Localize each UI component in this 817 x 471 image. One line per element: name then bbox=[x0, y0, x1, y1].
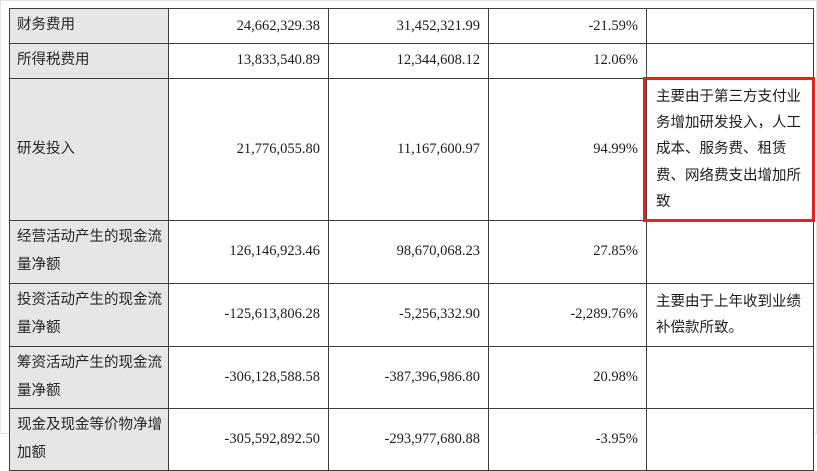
table-row-suodeshui: 所得税费用 13,833,540.89 12,344,608.12 12.06% bbox=[9, 43, 814, 79]
table-row-touzi-xianjinliu: 投资活动产生的现金流量净额 -125,613,806.28 -5,256,332… bbox=[9, 282, 814, 348]
previous-amount-cell: -5,256,332.90 bbox=[328, 282, 489, 348]
current-amount-cell: -125,613,806.28 bbox=[168, 282, 329, 348]
table-row-jingying-xianjinliu: 经营活动产生的现金流量净额 126,146,923.46 98,670,068.… bbox=[9, 220, 814, 284]
change-percent-cell: 27.85% bbox=[488, 220, 647, 284]
current-amount-cell: -305,592,892.50 bbox=[168, 408, 329, 471]
note-cell: 主要由于上年收到业绩补偿款所致。 bbox=[646, 282, 814, 348]
current-amount-cell: 24,662,329.38 bbox=[168, 8, 329, 44]
financial-indicators-table: 财务费用 24,662,329.38 31,452,321.99 -21.59%… bbox=[9, 8, 815, 471]
change-percent-cell: 12.06% bbox=[488, 43, 647, 79]
note-cell bbox=[646, 408, 814, 471]
row-label: 所得税费用 bbox=[9, 43, 169, 79]
previous-amount-cell: 11,167,600.97 bbox=[328, 77, 489, 222]
change-percent-cell: 20.98% bbox=[488, 346, 647, 410]
previous-amount-cell: -387,396,986.80 bbox=[328, 346, 489, 410]
change-percent-cell: -3.95% bbox=[488, 408, 647, 471]
current-amount-cell: 126,146,923.46 bbox=[168, 220, 329, 284]
previous-amount-cell: 98,670,068.23 bbox=[328, 220, 489, 284]
table-row-yanfatouru: 研发投入 21,776,055.80 11,167,600.97 94.99% … bbox=[9, 76, 815, 223]
row-label: 研发投入 bbox=[9, 77, 169, 222]
previous-amount-cell: 31,452,321.99 bbox=[328, 8, 489, 44]
row-label: 筹资活动产生的现金流量净额 bbox=[9, 346, 169, 410]
row-label: 经营活动产生的现金流量净额 bbox=[9, 220, 169, 284]
change-percent-cell: 94.99% bbox=[488, 77, 647, 222]
change-percent-cell: -21.59% bbox=[488, 8, 647, 44]
table-row-caiwufeiyong: 财务费用 24,662,329.38 31,452,321.99 -21.59% bbox=[9, 8, 814, 44]
note-cell bbox=[646, 8, 814, 44]
current-amount-cell: 13,833,540.89 bbox=[168, 43, 329, 79]
current-amount-cell: 21,776,055.80 bbox=[168, 77, 329, 222]
note-cell bbox=[646, 43, 814, 79]
previous-amount-cell: 12,344,608.12 bbox=[328, 43, 489, 79]
note-cell-highlighted: 主要由于第三方支付业务增加研发投入，人工成本、服务费、租赁费、网络费支出增加所致 bbox=[643, 76, 815, 223]
change-percent-cell: -2,289.76% bbox=[488, 282, 647, 348]
current-amount-cell: -306,128,588.58 bbox=[168, 346, 329, 410]
note-text: 主要由于第三方支付业务增加研发投入，人工成本、服务费、租赁费、网络费支出增加所致 bbox=[656, 88, 801, 211]
note-cell bbox=[646, 220, 814, 284]
note-cell bbox=[646, 346, 814, 410]
table-row-chouzi-xianjinliu: 筹资活动产生的现金流量净额 -306,128,588.58 -387,396,9… bbox=[9, 346, 814, 410]
row-label: 现金及现金等价物净增加额 bbox=[9, 408, 169, 471]
row-label: 财务费用 bbox=[9, 8, 169, 44]
table-row-xianjin-dengjiawu: 现金及现金等价物净增加额 -305,592,892.50 -293,977,68… bbox=[9, 408, 814, 471]
previous-amount-cell: -293,977,680.88 bbox=[328, 408, 489, 471]
row-label: 投资活动产生的现金流量净额 bbox=[9, 282, 169, 348]
